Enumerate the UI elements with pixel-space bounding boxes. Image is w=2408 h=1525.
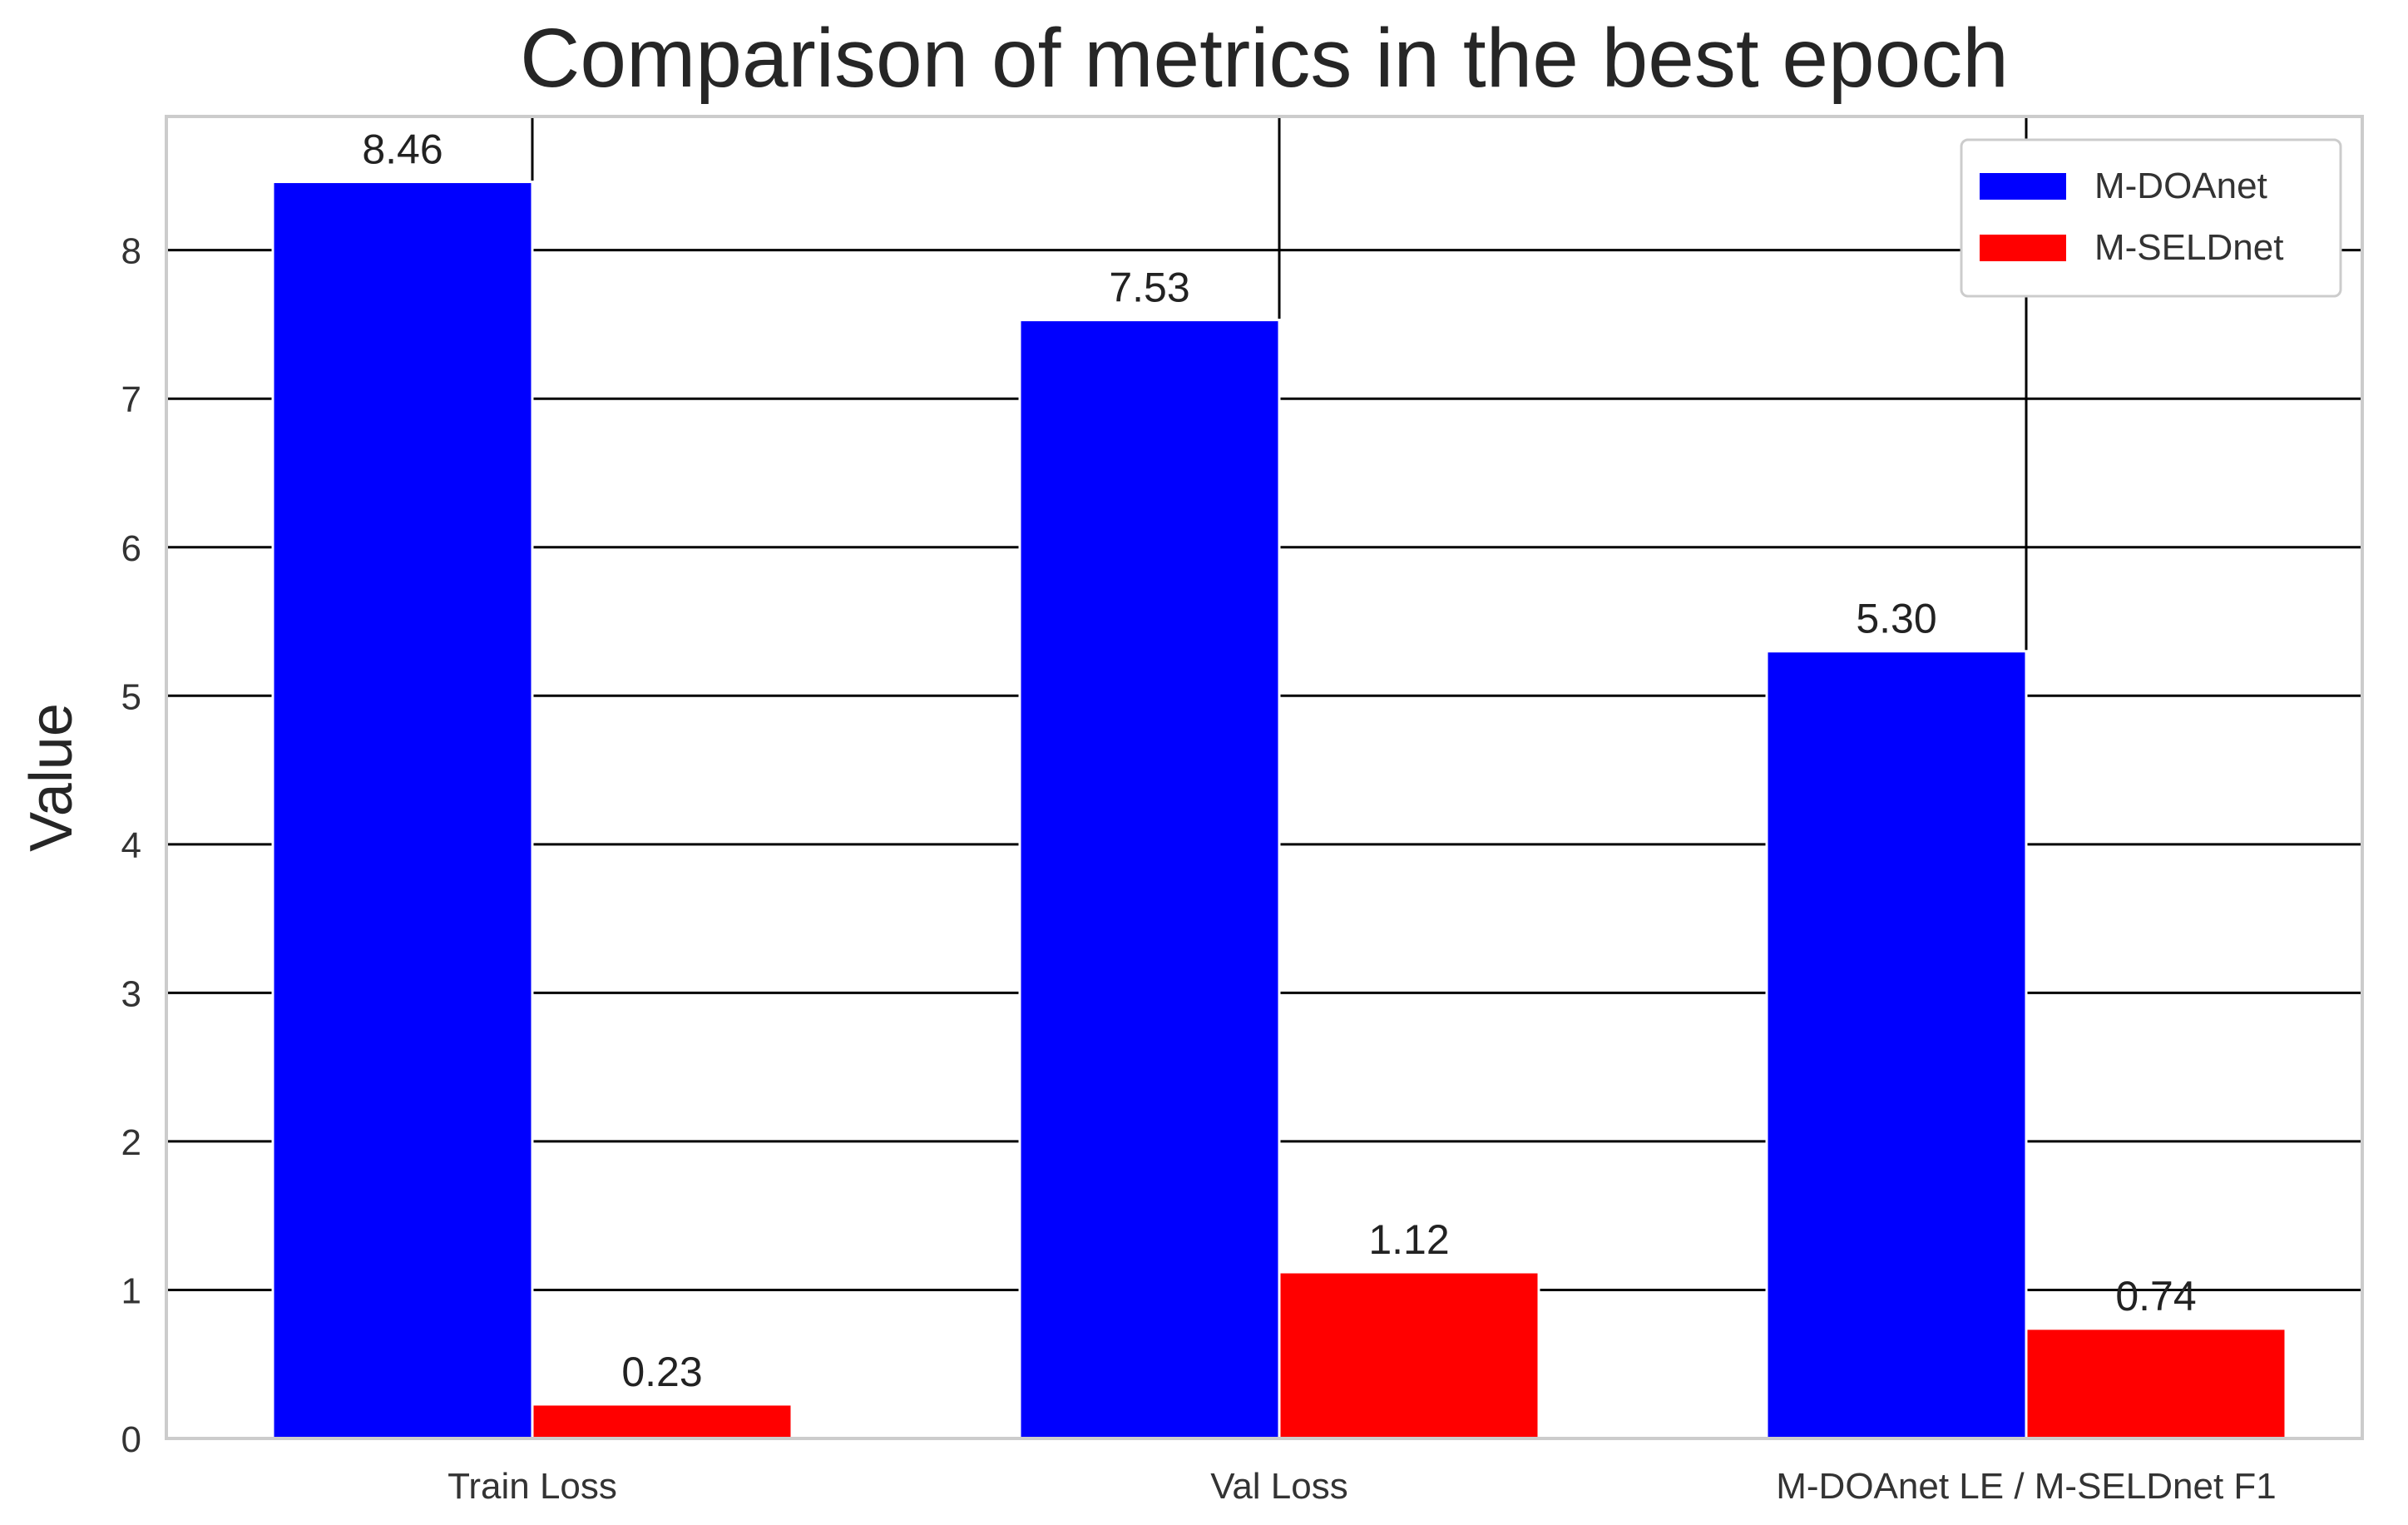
- legend-label: M-SELDnet: [2094, 227, 2283, 268]
- bar-m-doanet-2[interactable]: [1765, 650, 2028, 1440]
- legend[interactable]: M-DOAnet M-SELDnet: [1960, 138, 2342, 298]
- bar-m-seldnet-0[interactable]: [531, 1403, 794, 1440]
- y-tick-label: 6: [121, 528, 141, 569]
- legend-box: [1960, 138, 2342, 298]
- bar-m-doanet-0[interactable]: [271, 181, 534, 1440]
- y-tick-label: 0: [121, 1419, 141, 1460]
- y-axis-label: Value: [18, 703, 85, 852]
- y-tick-label: 2: [121, 1122, 141, 1163]
- data-label: 0.23: [621, 1349, 702, 1395]
- y-tick-label: 8: [121, 231, 141, 272]
- x-tick-labels: Train Loss Val Loss M-DOAnet LE / M-SELDne…: [447, 1466, 2277, 1507]
- data-label: 1.12: [1368, 1216, 1449, 1263]
- data-labels: 8.46 7.53 5.30 0.23 1.12 0.74: [362, 126, 2196, 1395]
- plot-frame: [165, 115, 2364, 1440]
- y-tick-label: 1: [121, 1270, 141, 1311]
- bar-m-seldnet-1[interactable]: [1278, 1270, 1540, 1440]
- bar-m-doanet-1[interactable]: [1018, 319, 1281, 1440]
- legend-swatch: [1980, 173, 2066, 200]
- y-tick-label: 4: [121, 825, 141, 866]
- y-tick-label: 5: [121, 676, 141, 717]
- y-tick-label: 7: [121, 379, 141, 420]
- data-label: 5.30: [1856, 596, 1936, 642]
- y-tick-labels: 0 1 2 3 4 5 6 7 8: [121, 231, 141, 1460]
- y-tick-label: 3: [121, 973, 141, 1014]
- bar-m-seldnet-2[interactable]: [2025, 1327, 2287, 1440]
- chart-title: Comparison of metrics in the best epoch: [520, 12, 2009, 105]
- bars: [271, 181, 2287, 1440]
- x-tick-label: M-DOAnet LE / M-SELDnet F1: [1776, 1466, 2277, 1507]
- data-label: 0.74: [2115, 1273, 2196, 1320]
- legend-swatch: [1980, 235, 2066, 261]
- data-label: 8.46: [362, 126, 443, 173]
- x-tick-label: Train Loss: [447, 1466, 617, 1507]
- data-label: 7.53: [1109, 265, 1189, 311]
- legend-label: M-DOAnet: [2094, 166, 2267, 206]
- x-tick-label: Val Loss: [1210, 1466, 1348, 1507]
